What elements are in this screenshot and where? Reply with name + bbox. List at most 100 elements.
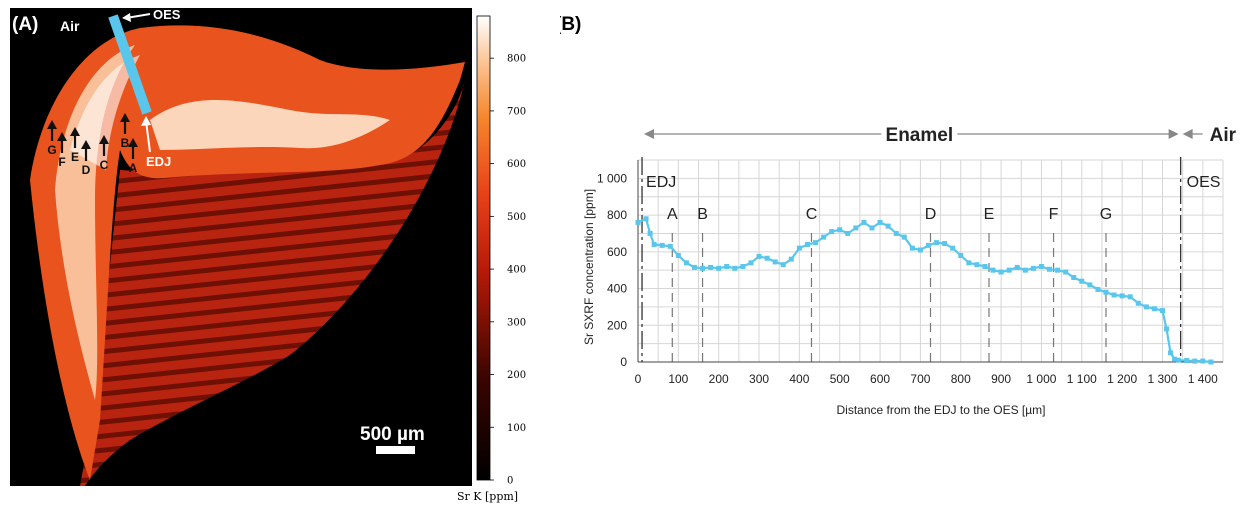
x-tick-label: 1 100 bbox=[1067, 372, 1097, 386]
x-tick-label: 0 bbox=[635, 372, 642, 386]
data-point bbox=[1119, 293, 1125, 299]
y-axis-title: Sr SXRF concentration [ppm] bbox=[582, 189, 596, 345]
colorbar-tick-label: 700 bbox=[507, 106, 526, 117]
point-arrowhead-f bbox=[57, 132, 67, 141]
dentin-region bbox=[80, 80, 465, 486]
data-point bbox=[716, 265, 722, 271]
data-point bbox=[909, 245, 915, 251]
data-point bbox=[982, 264, 988, 270]
colorbar-tick-label: 0 bbox=[507, 476, 513, 487]
air-label: Air bbox=[60, 18, 80, 34]
data-point bbox=[1135, 300, 1141, 306]
x-tick-label: 1 400 bbox=[1188, 372, 1218, 386]
data-point bbox=[1079, 278, 1085, 284]
marker-label-a: A bbox=[667, 206, 678, 223]
data-point bbox=[1172, 356, 1178, 362]
edj-arrow bbox=[145, 120, 151, 153]
data-point bbox=[1111, 292, 1117, 298]
region-header: EDJ OES Enamel Air bbox=[641, 122, 1237, 362]
data-point bbox=[1192, 358, 1198, 364]
data-point bbox=[1063, 269, 1069, 275]
y-tick-label: 200 bbox=[607, 318, 627, 332]
data-point bbox=[837, 227, 843, 233]
data-point bbox=[1103, 289, 1109, 295]
data-point bbox=[861, 219, 867, 225]
panel-b-chart: (B) A B C D E F G 0 100 200 300 400 500 600 700 800 900… bbox=[560, 14, 1237, 417]
data-point bbox=[651, 241, 657, 247]
data-point bbox=[643, 216, 649, 222]
data-point bbox=[1127, 294, 1133, 300]
data-point bbox=[950, 245, 956, 251]
data-point bbox=[942, 241, 948, 247]
axes: 0 100 200 300 400 500 600 700 800 900 1 000 1 100 1 … bbox=[597, 160, 1223, 386]
data-point bbox=[1164, 326, 1170, 332]
x-tick-label: 700 bbox=[910, 372, 930, 386]
data-point bbox=[1071, 275, 1077, 281]
enamel-bright-band bbox=[70, 55, 140, 170]
x-tick-label: 900 bbox=[991, 372, 1011, 386]
data-point bbox=[691, 264, 697, 270]
x-tick-label: 600 bbox=[870, 372, 890, 386]
data-point bbox=[1200, 358, 1206, 364]
data-point bbox=[1006, 267, 1012, 273]
marker-label-f: F bbox=[1049, 206, 1059, 223]
data-point bbox=[804, 241, 810, 247]
x-tick-label: 500 bbox=[830, 372, 850, 386]
transect-line bbox=[108, 14, 152, 115]
data-point bbox=[893, 230, 899, 236]
data-point bbox=[990, 267, 996, 273]
enamel-arrowhead-right bbox=[1168, 129, 1179, 139]
data-point bbox=[708, 264, 714, 270]
data-point bbox=[748, 260, 754, 266]
edj-label: EDJ bbox=[146, 154, 171, 169]
data-point bbox=[821, 234, 827, 240]
point-arrowhead-g bbox=[47, 120, 57, 129]
oes-chart-label: OES bbox=[1187, 174, 1221, 191]
x-tick-label: 400 bbox=[789, 372, 809, 386]
oes-label: OES bbox=[153, 7, 181, 22]
x-tick-label: 1 200 bbox=[1107, 372, 1137, 386]
point-arrowhead-b bbox=[120, 113, 130, 122]
data-point bbox=[877, 219, 883, 225]
y-tick-label: 400 bbox=[607, 282, 627, 296]
marker-label-e: E bbox=[984, 206, 995, 223]
data-point bbox=[1143, 304, 1149, 310]
colorbar bbox=[476, 15, 491, 481]
point-label-g: G bbox=[47, 143, 56, 157]
point-arrowhead-c bbox=[99, 135, 109, 144]
marker-label-c: C bbox=[806, 206, 818, 223]
x-tick-label: 300 bbox=[749, 372, 769, 386]
edj-chart-label: EDJ bbox=[646, 174, 676, 191]
point-label-d: D bbox=[82, 163, 91, 177]
data-point bbox=[667, 243, 673, 249]
data-point bbox=[853, 225, 859, 231]
x-axis-title: Distance from the EDJ to the OES [µm] bbox=[837, 403, 1046, 417]
colorbar-tick-label: 800 bbox=[507, 54, 526, 65]
colorbar-tick-label: 400 bbox=[507, 265, 526, 276]
data-point bbox=[700, 265, 706, 271]
data-point bbox=[869, 225, 875, 231]
enamel-arrowhead-left bbox=[644, 129, 655, 139]
data-point bbox=[934, 240, 940, 246]
data-point bbox=[1022, 267, 1028, 273]
dark-region bbox=[200, 240, 470, 486]
point-arrowhead-d bbox=[81, 140, 91, 149]
x-tick-label: 1 300 bbox=[1147, 372, 1177, 386]
panel-a-label: (A) bbox=[12, 14, 38, 35]
enamel-region bbox=[30, 25, 465, 480]
data-point bbox=[1014, 264, 1020, 270]
air-chart-label: Air bbox=[1210, 125, 1237, 146]
data-point bbox=[1047, 266, 1053, 272]
scale-bar bbox=[376, 446, 415, 454]
data-point bbox=[675, 252, 681, 258]
data-point bbox=[974, 262, 980, 268]
y-tick-label: 1 000 bbox=[597, 171, 627, 185]
data-point bbox=[647, 230, 653, 236]
data-point bbox=[756, 253, 762, 259]
sr-concentration-line bbox=[637, 217, 1212, 364]
data-point bbox=[1151, 306, 1157, 312]
oes-arrowhead bbox=[122, 13, 131, 22]
scale-bar-label: 500 µm bbox=[360, 424, 425, 445]
data-point bbox=[1095, 286, 1101, 292]
